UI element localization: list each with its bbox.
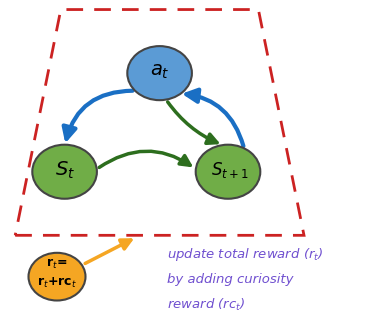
Circle shape: [127, 46, 192, 100]
Text: by adding curiosity: by adding curiosity: [167, 273, 294, 286]
Text: $a_t$: $a_t$: [150, 62, 169, 81]
Text: r$_t$=
r$_t$+rc$_t$: r$_t$= r$_t$+rc$_t$: [37, 257, 77, 290]
Circle shape: [196, 145, 260, 199]
Circle shape: [28, 253, 86, 301]
Text: update total reward (r$_t$): update total reward (r$_t$): [167, 246, 324, 263]
Text: reward (rc$_t$): reward (rc$_t$): [167, 297, 245, 313]
Polygon shape: [15, 10, 304, 235]
Text: $S_{t+1}$: $S_{t+1}$: [211, 161, 249, 180]
Text: $S_t$: $S_t$: [54, 160, 75, 181]
Circle shape: [32, 145, 97, 199]
